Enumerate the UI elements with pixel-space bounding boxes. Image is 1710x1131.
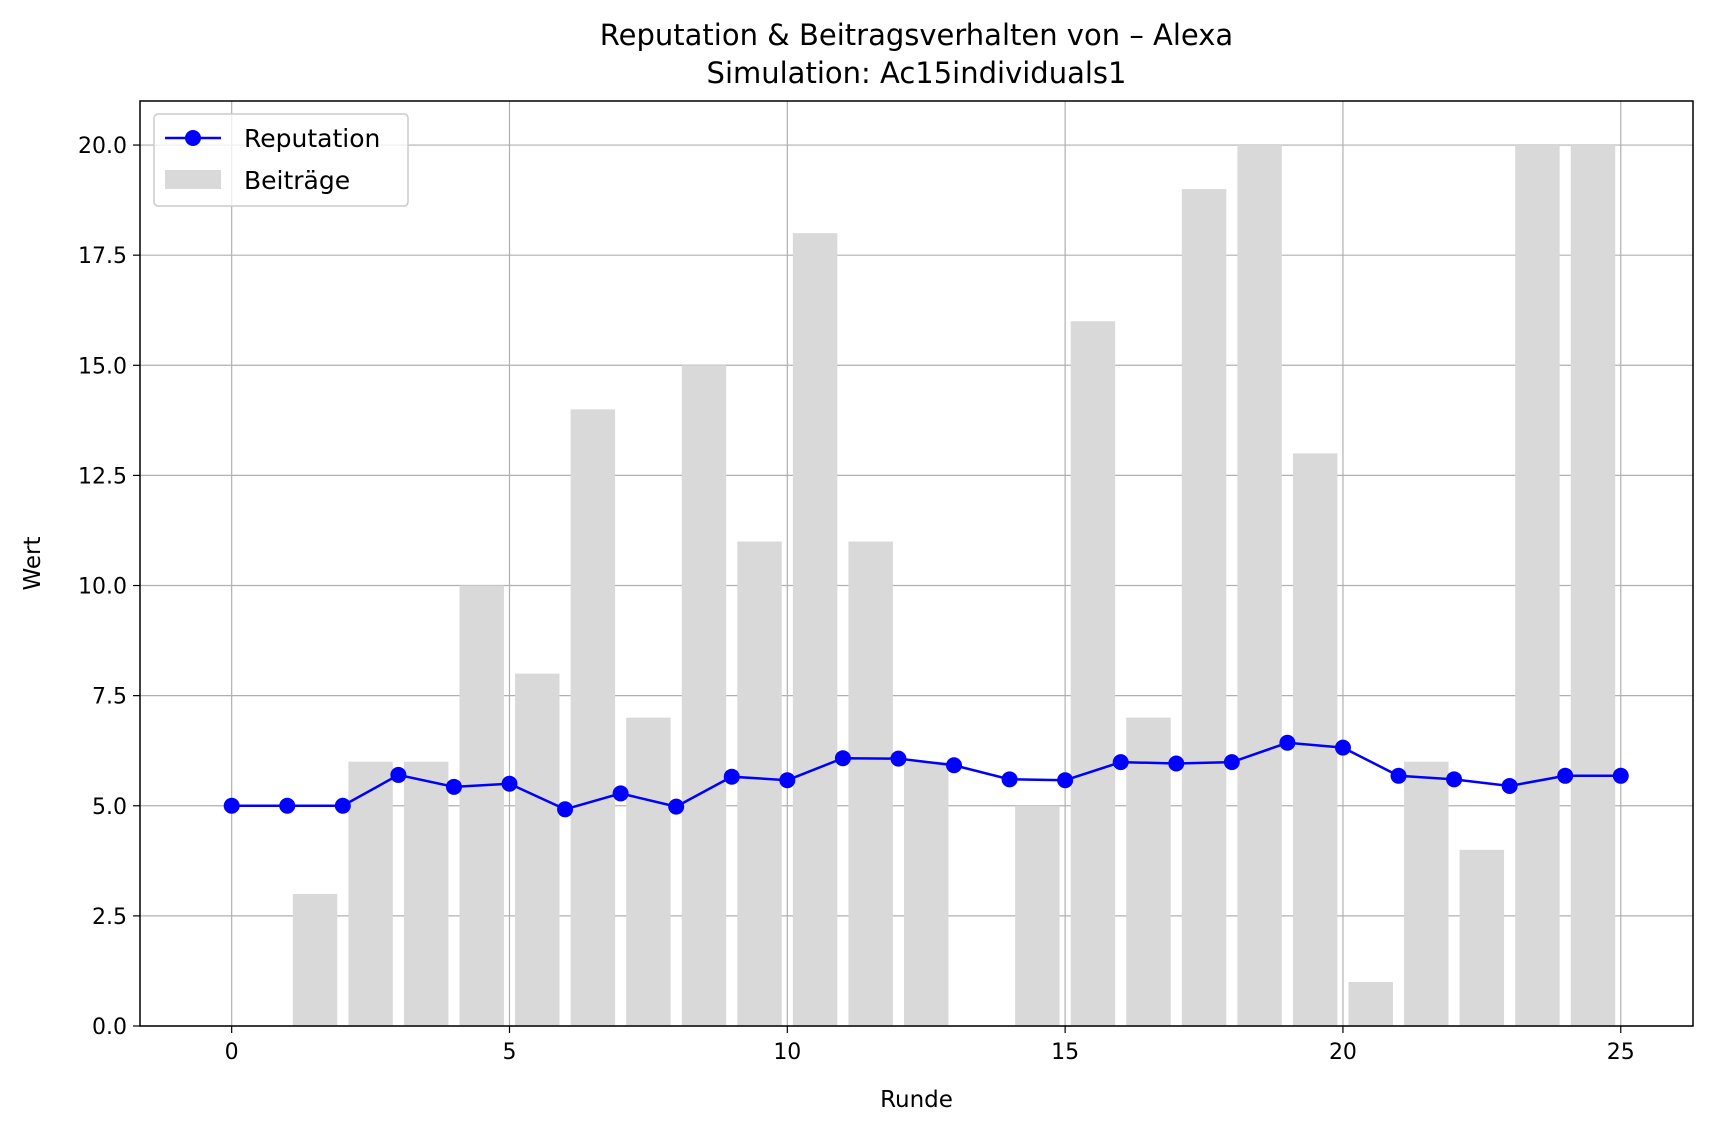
- bar-round-17: [1181, 189, 1227, 1027]
- y-tick-label-2: 5.0: [92, 795, 127, 820]
- bar-round-21: [1404, 761, 1449, 1026]
- reputation-point-18: [1223, 754, 1240, 771]
- chart-title: Reputation & Beitragsverhalten von – Ale…: [600, 18, 1233, 52]
- x-tick-label-5: 25: [1607, 1040, 1635, 1065]
- reputation-point-25: [1612, 767, 1629, 784]
- reputation-point-4: [445, 778, 462, 795]
- reputation-point-19: [1279, 734, 1296, 751]
- bar-round-9: [737, 541, 782, 1026]
- reputation-point-15: [1057, 772, 1074, 789]
- bar-round-16: [1126, 717, 1171, 1026]
- x-tick-label-3: 15: [1051, 1040, 1079, 1065]
- bar-round-14: [1015, 805, 1060, 1026]
- bar-round-8: [681, 365, 727, 1026]
- bar-round-20: [1348, 981, 1393, 1026]
- reputation-point-17: [1168, 755, 1185, 772]
- reputation-point-23: [1501, 777, 1518, 794]
- reputation-point-20: [1334, 739, 1351, 756]
- y-tick-label-1: 2.5: [92, 905, 127, 930]
- chart-subtitle: Simulation: Ac15individuals1: [707, 56, 1127, 90]
- bar-round-7: [626, 717, 671, 1026]
- bar-round-19: [1292, 453, 1338, 1026]
- reputation-point-6: [557, 801, 574, 818]
- y-tick-label-3: 7.5: [92, 685, 127, 710]
- y-tick-label-8: 20.0: [78, 134, 127, 159]
- reputation-point-13: [946, 757, 963, 774]
- reputation-point-16: [1112, 754, 1129, 771]
- reputation-point-5: [501, 775, 518, 792]
- bar-round-1: [292, 893, 338, 1026]
- x-tick-label-0: 0: [225, 1040, 239, 1065]
- x-tick-label-4: 20: [1329, 1040, 1357, 1065]
- reputation-point-9: [723, 768, 740, 785]
- bar-round-5: [515, 673, 560, 1026]
- legend-bar-swatch: [165, 170, 221, 189]
- bar-round-3: [403, 761, 449, 1026]
- y-tick-label-7: 17.5: [78, 244, 127, 269]
- reputation-point-0: [223, 797, 240, 814]
- reputation-point-12: [890, 750, 907, 767]
- reputation-point-24: [1557, 767, 1574, 784]
- bar-round-2: [348, 761, 393, 1026]
- legend: Reputation Beiträge: [153, 113, 409, 207]
- bar-round-12: [903, 761, 949, 1026]
- axis-ticks: 0 5 10 15 20 25 0.0 2.5 5.0 7.5 10.0 12.5 15.0 17.5 20…: [78, 134, 1635, 1065]
- bar-round-18: [1237, 145, 1282, 1027]
- reputation-point-22: [1446, 771, 1463, 788]
- x-tick-label-1: 5: [502, 1040, 516, 1065]
- legend-marker-swatch: [185, 130, 201, 146]
- plot-frame: [139, 100, 1694, 1027]
- legend-label-beitraege: Beiträge: [244, 166, 350, 195]
- line-series: [223, 734, 1629, 818]
- reputation-point-14: [1001, 771, 1018, 788]
- reputation-point-1: [279, 797, 296, 814]
- reputation-point-3: [390, 766, 407, 783]
- x-axis-label: Runde: [880, 1087, 953, 1113]
- y-tick-label-0: 0.0: [92, 1015, 127, 1040]
- reputation-point-7: [612, 785, 629, 802]
- bar-round-6: [570, 409, 616, 1026]
- bar-round-23: [1515, 145, 1560, 1027]
- y-tick-label-5: 12.5: [78, 464, 127, 489]
- bar-round-11: [848, 541, 893, 1026]
- bar-round-15: [1070, 321, 1116, 1026]
- reputation-point-10: [779, 772, 796, 789]
- y-axis-label: Wert: [20, 536, 46, 590]
- y-tick-label-4: 10.0: [78, 575, 127, 600]
- bar-round-24: [1570, 145, 1616, 1027]
- reputation-point-8: [668, 798, 685, 815]
- bar-round-10: [792, 233, 838, 1027]
- bar-series: [292, 145, 1616, 1027]
- reputation-point-2: [334, 797, 351, 814]
- grid: [140, 101, 1693, 1027]
- reputation-point-11: [834, 750, 851, 767]
- x-tick-label-2: 10: [773, 1040, 801, 1065]
- legend-label-reputation: Reputation: [244, 124, 380, 153]
- bar-round-4: [459, 585, 504, 1026]
- y-tick-label-6: 15.0: [78, 354, 127, 379]
- reputation-point-21: [1390, 767, 1407, 784]
- reputation-line: [231, 741, 1621, 811]
- bar-round-22: [1459, 849, 1505, 1026]
